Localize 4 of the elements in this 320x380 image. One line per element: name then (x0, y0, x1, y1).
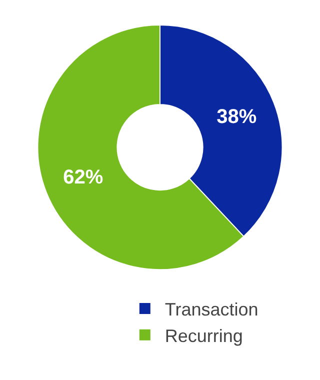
data-label: 62% (63, 166, 104, 189)
data-label: 38% (216, 106, 257, 128)
legend-label: Recurring (164, 326, 243, 346)
legend-label: Transaction (164, 300, 258, 320)
